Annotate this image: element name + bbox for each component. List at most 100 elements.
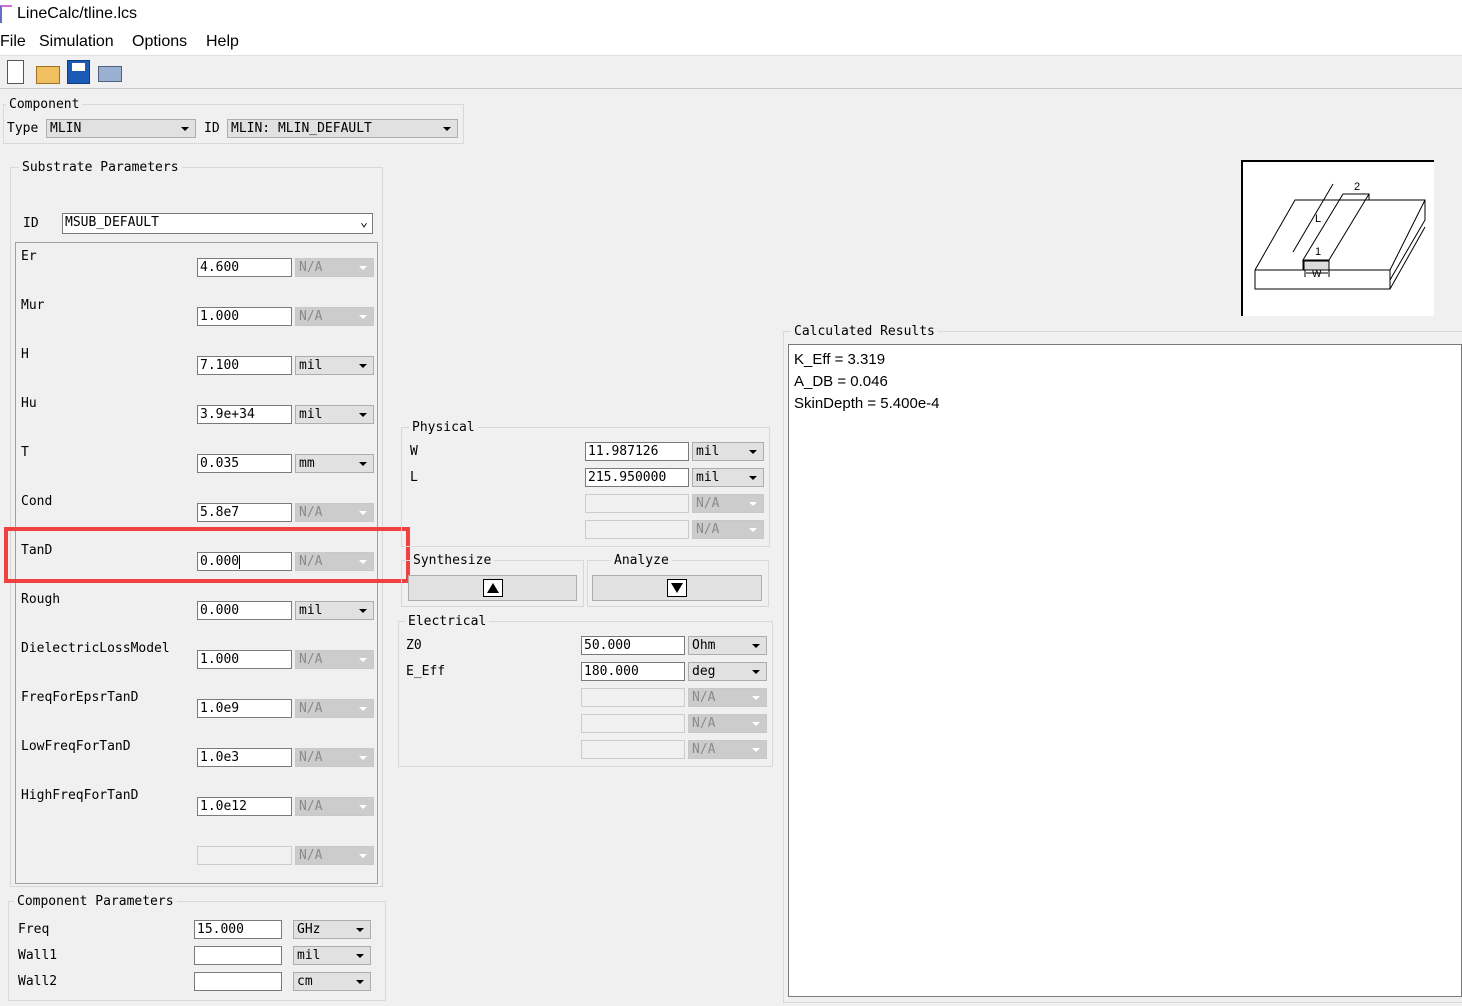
wall2-unit-select[interactable]: cm — [293, 972, 371, 991]
open-icon[interactable] — [36, 66, 60, 84]
blank-input — [581, 714, 685, 733]
substrate-params-box — [15, 242, 378, 884]
chevron-down-icon — [443, 127, 451, 131]
blank-unit-value: N/A — [692, 742, 716, 757]
chevron-down-icon: ⌄ — [360, 215, 368, 230]
wall1-input[interactable] — [194, 946, 282, 965]
tand-highlight — [4, 527, 410, 583]
tand-input[interactable]: 0.000 — [197, 552, 292, 571]
chevron-down-icon — [752, 748, 760, 752]
mur-unit-select: N/A — [295, 307, 374, 326]
tand-value: 0.000 — [200, 554, 240, 569]
save-icon[interactable] — [67, 60, 90, 84]
highfreqfortand-label: HighFreqForTanD — [21, 788, 139, 803]
t-value: 0.035 — [200, 456, 240, 471]
chevron-down-icon — [749, 450, 757, 454]
highfreqfortand-value: 1.0e12 — [200, 799, 247, 814]
print-icon[interactable] — [98, 66, 122, 82]
blank-input — [581, 688, 685, 707]
highfreqfortand-unit-select: N/A — [295, 797, 374, 816]
blank-unit-select: N/A — [688, 688, 767, 707]
chevron-down-icon — [752, 696, 760, 700]
l-unit-select[interactable]: mil — [692, 468, 764, 487]
freqforepsrtand-label: FreqForEpsrTanD — [21, 690, 139, 705]
tand-unit-select: N/A — [295, 552, 374, 571]
er-input[interactable]: 4.600 — [197, 258, 292, 277]
h-label: H — [21, 347, 29, 362]
cond-input[interactable]: 5.8e7 — [197, 503, 292, 522]
freq-input[interactable]: 15.000 — [194, 920, 282, 939]
substrate-id-select[interactable]: MSUB_DEFAULT ⌄ — [62, 213, 373, 234]
results-text-area[interactable]: K_Eff = 3.319 A_DB = 0.046 SkinDepth = 5… — [788, 344, 1462, 997]
blank-unit-select: N/A — [688, 714, 767, 733]
microstrip-diagram: 1 2 L W — [1241, 160, 1434, 316]
z0-unit-select[interactable]: Ohm — [688, 636, 767, 655]
freqforepsrtand-unit-select: N/A — [295, 699, 374, 718]
wall2-unit-value: cm — [297, 974, 313, 989]
microstrip-drawing: 1 2 L W — [1254, 181, 1426, 290]
substrate-label: Substrate Parameters — [19, 160, 182, 175]
analyze-button[interactable] — [592, 575, 762, 601]
component-id-value: MLIN: MLIN_DEFAULT — [231, 121, 372, 136]
toolbar — [0, 56, 1462, 89]
chevron-down-icon — [359, 364, 367, 368]
freq-unit-select[interactable]: GHz — [293, 920, 371, 939]
t-unit-select[interactable]: mm — [295, 454, 374, 473]
analyze-group — [587, 560, 769, 607]
tand-unit-value: N/A — [299, 554, 323, 569]
dielectriclossmodel-input[interactable]: 1.000 — [197, 650, 292, 669]
wall2-input[interactable] — [194, 972, 282, 991]
menu-simulation[interactable]: Simulation — [39, 33, 114, 50]
results-group — [783, 331, 1462, 1003]
component-params-label: Component Parameters — [14, 894, 177, 909]
port-2-label: 2 — [1354, 181, 1360, 193]
chevron-down-icon — [359, 756, 367, 760]
hu-unit-select[interactable]: mil — [295, 405, 374, 424]
z0-input[interactable]: 50.000 — [581, 636, 685, 655]
id-label: ID — [204, 121, 220, 136]
result-a-db: A_DB = 0.046 — [794, 373, 888, 390]
chevron-down-icon — [356, 980, 364, 984]
e-eff-unit-select[interactable]: deg — [688, 662, 767, 681]
new-icon[interactable] — [7, 60, 24, 84]
rough-input[interactable]: 0.000 — [197, 601, 292, 620]
menu-file[interactable]: File — [0, 33, 26, 50]
er-unit-select: N/A — [295, 258, 374, 277]
type-select[interactable]: MLIN — [46, 119, 196, 138]
freqforepsrtand-unit-value: N/A — [299, 701, 323, 716]
component-group — [3, 104, 464, 144]
blank-unit-value: N/A — [692, 716, 716, 731]
type-label: Type — [7, 121, 39, 136]
rough-value: 0.000 — [200, 603, 240, 618]
physical-group — [401, 427, 770, 547]
rough-unit-select[interactable]: mil — [295, 601, 374, 620]
lowfreqfortand-input[interactable]: 1.0e3 — [197, 748, 292, 767]
chevron-down-icon — [359, 560, 367, 564]
h-input[interactable]: 7.100 — [197, 356, 292, 375]
wall1-unit-select[interactable]: mil — [293, 946, 371, 965]
blank-unit-value: N/A — [696, 522, 720, 537]
highfreqfortand-input[interactable]: 1.0e12 — [197, 797, 292, 816]
l-label: L — [410, 470, 418, 485]
hu-input[interactable]: 3.9e+34 — [197, 405, 292, 424]
lowfreqfortand-unit-value: N/A — [299, 750, 323, 765]
menu-help[interactable]: Help — [206, 33, 239, 50]
menu-options[interactable]: Options — [132, 33, 188, 50]
l-input[interactable]: 215.950000 — [585, 468, 689, 487]
component-id-select[interactable]: MLIN: MLIN_DEFAULT — [227, 119, 458, 138]
w-unit-value: mil — [696, 444, 720, 459]
er-label: Er — [21, 249, 37, 264]
chevron-down-icon — [356, 928, 364, 932]
mur-input[interactable]: 1.000 — [197, 307, 292, 326]
chevron-down-icon — [359, 609, 367, 613]
freqforepsrtand-input[interactable]: 1.0e9 — [197, 699, 292, 718]
synthesize-button[interactable] — [408, 575, 577, 601]
h-unit-select[interactable]: mil — [295, 356, 374, 375]
h-value: 7.100 — [200, 358, 240, 373]
e-eff-input[interactable]: 180.000 — [581, 662, 685, 681]
chevron-down-icon — [752, 670, 760, 674]
wall1-label: Wall1 — [18, 948, 58, 963]
w-input[interactable]: 11.987126 — [585, 442, 689, 461]
t-input[interactable]: 0.035 — [197, 454, 292, 473]
w-unit-select[interactable]: mil — [692, 442, 764, 461]
